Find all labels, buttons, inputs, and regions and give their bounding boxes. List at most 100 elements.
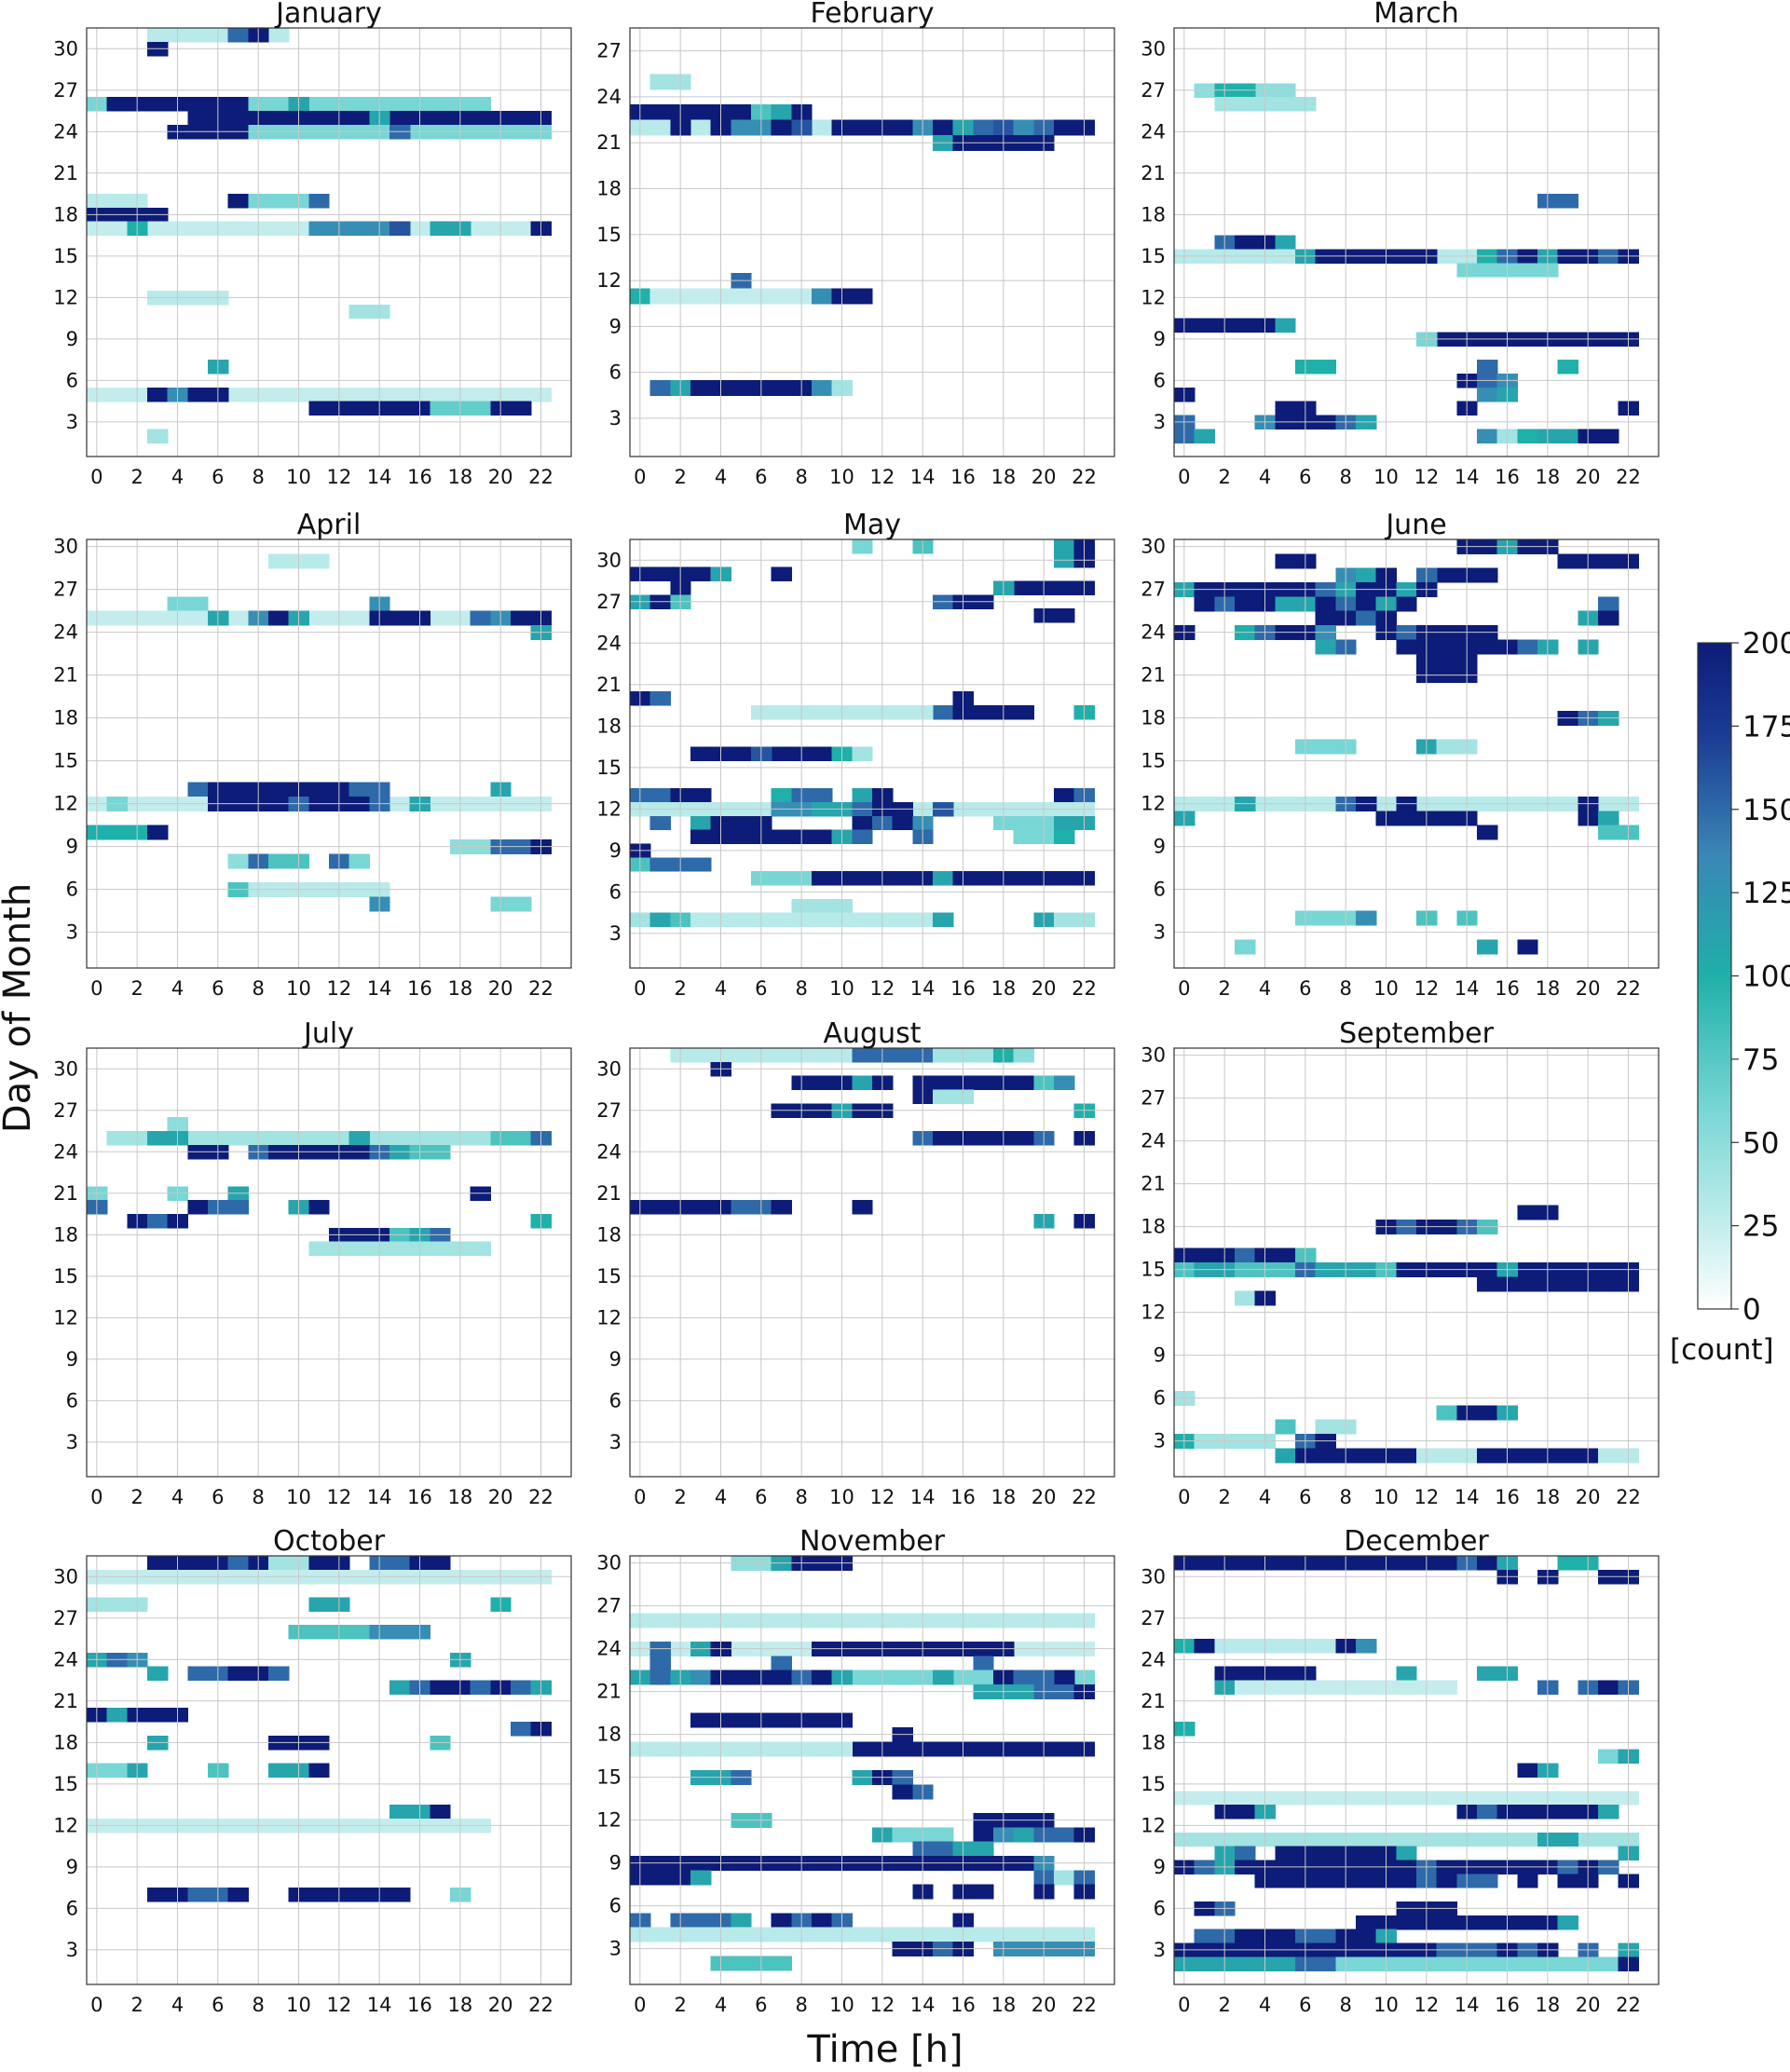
y-tick-label: 18: [53, 707, 78, 729]
panel-title: November: [799, 1525, 946, 1558]
y-tick-label: 15: [1141, 1773, 1166, 1795]
heatmap-cell: [630, 1613, 1095, 1629]
y-tick-label: 6: [66, 1897, 78, 1919]
y-tick-label: 6: [609, 1389, 622, 1411]
y-tick-label: 12: [596, 269, 622, 292]
heatmap-cell: [1315, 1419, 1357, 1435]
y-tick-label: 24: [53, 120, 78, 143]
heatmap-cell: [1013, 1048, 1034, 1063]
heatmap-cell: [348, 782, 390, 797]
heatmap-cell: [1598, 596, 1619, 612]
heatmap-cell: [690, 1712, 853, 1728]
y-tick-label: 12: [1141, 1814, 1166, 1836]
x-tick-label: 6: [1299, 1994, 1311, 2016]
heatmap-cell: [1477, 1666, 1518, 1682]
panel-september: 0 2 4 6 8 10 12 14 16 18 20 2236912151821242730Sept…: [1141, 1017, 1660, 1508]
y-tick-label: 21: [1141, 1690, 1166, 1712]
y-tick-label: 15: [596, 224, 622, 246]
x-tick-label: 20: [1576, 977, 1601, 1000]
heatmap-cell: [1013, 119, 1034, 136]
colorbar-tick-label: 175: [1742, 710, 1790, 743]
y-tick-label: 3: [1154, 411, 1166, 433]
x-tick-label: 0: [90, 1994, 102, 2016]
x-tick-label: 12: [869, 1994, 895, 2016]
x-tick-label: 4: [715, 1486, 727, 1508]
heatmap-cell: [147, 1666, 169, 1682]
x-tick-label: 8: [1339, 1994, 1351, 2016]
x-tick-label: 8: [795, 1994, 807, 2016]
y-tick-label: 30: [53, 1565, 78, 1588]
heatmap-cell: [268, 610, 290, 626]
heatmap-cell: [1295, 739, 1357, 755]
plot-frame: [1173, 1555, 1660, 1985]
x-tick-label: 14: [1455, 977, 1480, 1000]
y-tick-label: 30: [1141, 1565, 1166, 1588]
heatmap-cell: [1456, 1405, 1498, 1421]
y-tick-label: 9: [1154, 1344, 1166, 1367]
heatmap-cell: [147, 429, 169, 443]
x-tick-label: 16: [950, 1486, 976, 1508]
heatmap-cell: [208, 782, 350, 797]
heatmap-cell: [649, 379, 671, 396]
heatmap-cell: [308, 194, 330, 209]
heatmap-cell: [1477, 429, 1498, 443]
heatmap-cell: [1054, 119, 1095, 136]
y-tick-label: 24: [1141, 120, 1166, 143]
heatmap-cell: [630, 1870, 691, 1886]
heatmap-cell: [1315, 596, 1336, 612]
heatmap-cell: [1356, 567, 1377, 583]
x-tick-label: 20: [1576, 1994, 1601, 2016]
x-tick-label: 18: [447, 977, 472, 1000]
heatmap-cell: [1295, 360, 1336, 375]
colorbar-tick-label: 150: [1742, 794, 1790, 827]
heatmap-cell: [852, 1048, 934, 1063]
y-tick-label: 18: [596, 1223, 622, 1246]
x-tick-label: 4: [715, 466, 727, 488]
x-tick-label: 6: [755, 1994, 767, 2016]
colorbar-tick-label: 200: [1742, 627, 1790, 661]
heatmap-cell: [87, 1763, 128, 1779]
y-tick-label: 3: [609, 1431, 622, 1453]
x-tick-label: 20: [1032, 977, 1057, 1000]
x-tick-label: 2: [1218, 977, 1230, 1000]
heatmap-cell: [1396, 1666, 1417, 1682]
heatmap-cell: [1356, 596, 1377, 612]
x-tick-label: 10: [1373, 977, 1399, 1000]
panel-title: July: [302, 1017, 354, 1050]
x-tick-label: 2: [674, 466, 686, 488]
y-tick-label: 27: [596, 40, 622, 62]
heatmap-cell: [1174, 1247, 1236, 1263]
y-tick-label: 27: [596, 1595, 622, 1617]
y-tick-label: 24: [53, 1648, 78, 1670]
y-tick-label: 27: [53, 79, 78, 102]
heatmap-cell: [731, 119, 772, 136]
x-tick-label: 4: [715, 977, 727, 1000]
heatmap-cell: [1416, 639, 1478, 655]
x-tick-label: 8: [252, 466, 264, 488]
heatmap-cell: [1517, 639, 1538, 655]
heatmap-cell: [1557, 1556, 1599, 1571]
heatmap-cell: [1477, 1805, 1498, 1820]
heatmap-cell: [127, 1708, 188, 1723]
x-tick-label: 14: [1455, 1994, 1480, 2016]
x-tick-label: 18: [447, 1994, 472, 2016]
panel-title: March: [1373, 0, 1458, 30]
x-tick-label: 22: [528, 977, 553, 1000]
heatmap-cell: [1557, 1874, 1599, 1888]
x-tick-label: 16: [950, 466, 976, 488]
heatmap-cell: [710, 1956, 792, 1971]
heatmap-cell: [288, 1625, 370, 1640]
heatmap-cell: [812, 379, 833, 396]
colorbar-tick-label: 0: [1742, 1293, 1761, 1327]
panel-title: February: [811, 0, 935, 30]
colorbar-gradient: [1697, 642, 1732, 1310]
heatmap-cell: [147, 1131, 188, 1146]
heatmap-cell: [1456, 1874, 1498, 1888]
y-tick-label: 6: [1154, 1897, 1166, 1919]
y-tick-label: 6: [609, 361, 622, 384]
heatmap-cell: [751, 871, 813, 886]
heatmap-cell: [1235, 1846, 1256, 1861]
panel-october: 0 2 4 6 8 10 12 14 16 18 20 2236912151821242730Octo…: [53, 1525, 572, 2016]
y-tick-label: 12: [596, 1809, 622, 1832]
